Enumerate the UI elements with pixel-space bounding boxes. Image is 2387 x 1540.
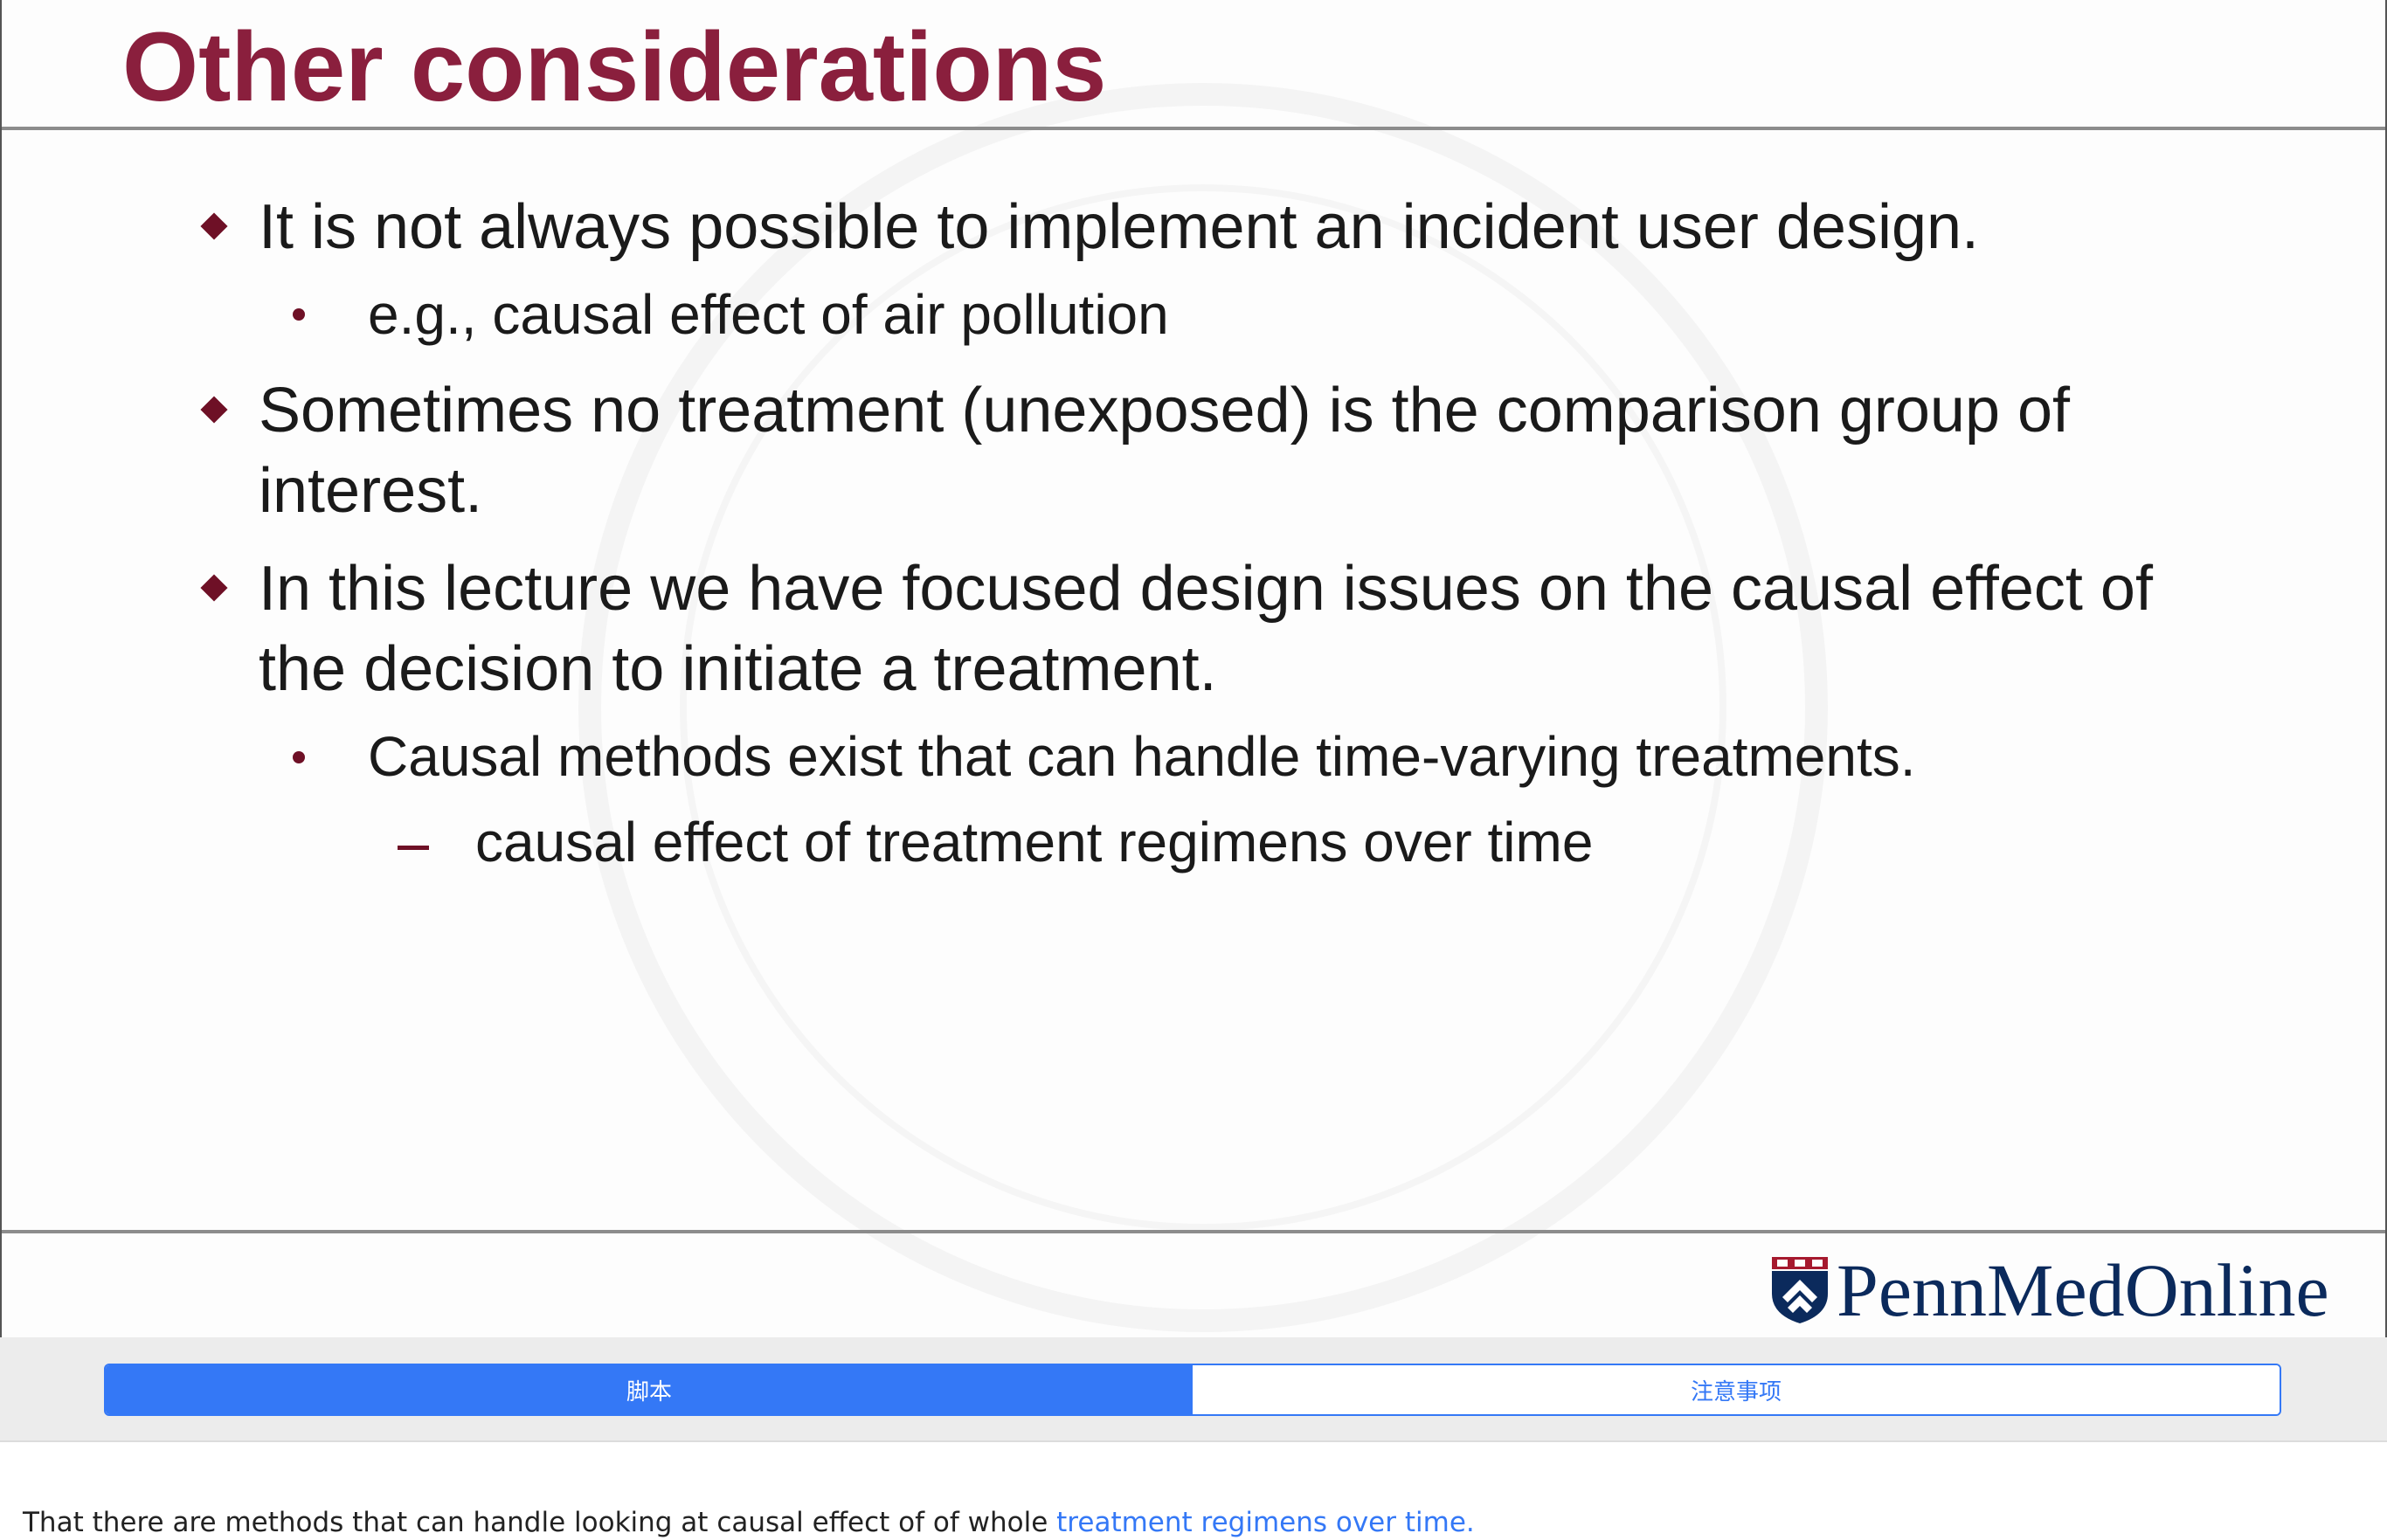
dash-bullet-icon — [398, 846, 429, 850]
tab-notes[interactable]: 注意事项 — [1193, 1365, 2280, 1414]
lecture-slide: Other considerations It is not always po… — [0, 0, 2387, 1337]
round-bullet-icon — [293, 751, 305, 763]
slide-bullet-list: It is not always possible to implement a… — [2, 0, 2385, 1337]
slide-title: Other considerations — [122, 12, 1107, 121]
pennmedonline-logo: PennMedOnline — [1768, 1251, 2329, 1329]
penn-shield-icon — [1772, 1257, 1828, 1323]
transcript-current-phrase[interactable]: treatment regimens over time. — [1056, 1507, 1475, 1538]
round-bullet-icon — [293, 308, 305, 321]
tab-script[interactable]: 脚本 — [106, 1365, 1193, 1414]
bullet-item: e.g., causal effect of air pollution — [368, 283, 1169, 346]
bullet-item: Sometimes no treatment (unexposed) is th… — [259, 376, 2071, 526]
bullet-item: Causal methods exist that can handle tim… — [368, 725, 1916, 788]
transcript-segment: That there are methods that can handle l… — [23, 1507, 1057, 1538]
bullet-item: It is not always possible to implement a… — [259, 192, 1980, 262]
diamond-bullet-icon — [200, 396, 228, 424]
diamond-bullet-icon — [200, 212, 228, 240]
bullet-item: In this lecture we have focused design i… — [259, 554, 2153, 704]
segmented-control: 脚本 注意事项 — [104, 1364, 2281, 1416]
tab-bar: 脚本 注意事项 — [0, 1337, 2387, 1442]
footer-divider — [2, 1230, 2385, 1233]
diamond-bullet-icon — [200, 574, 228, 602]
logo-text: PennMedOnline — [1837, 1248, 2329, 1332]
bullet-item: causal effect of treatment regimens over… — [475, 811, 1594, 874]
transcript-text: That there are methods that can handle l… — [23, 1501, 1475, 1540]
title-divider — [2, 127, 2385, 130]
